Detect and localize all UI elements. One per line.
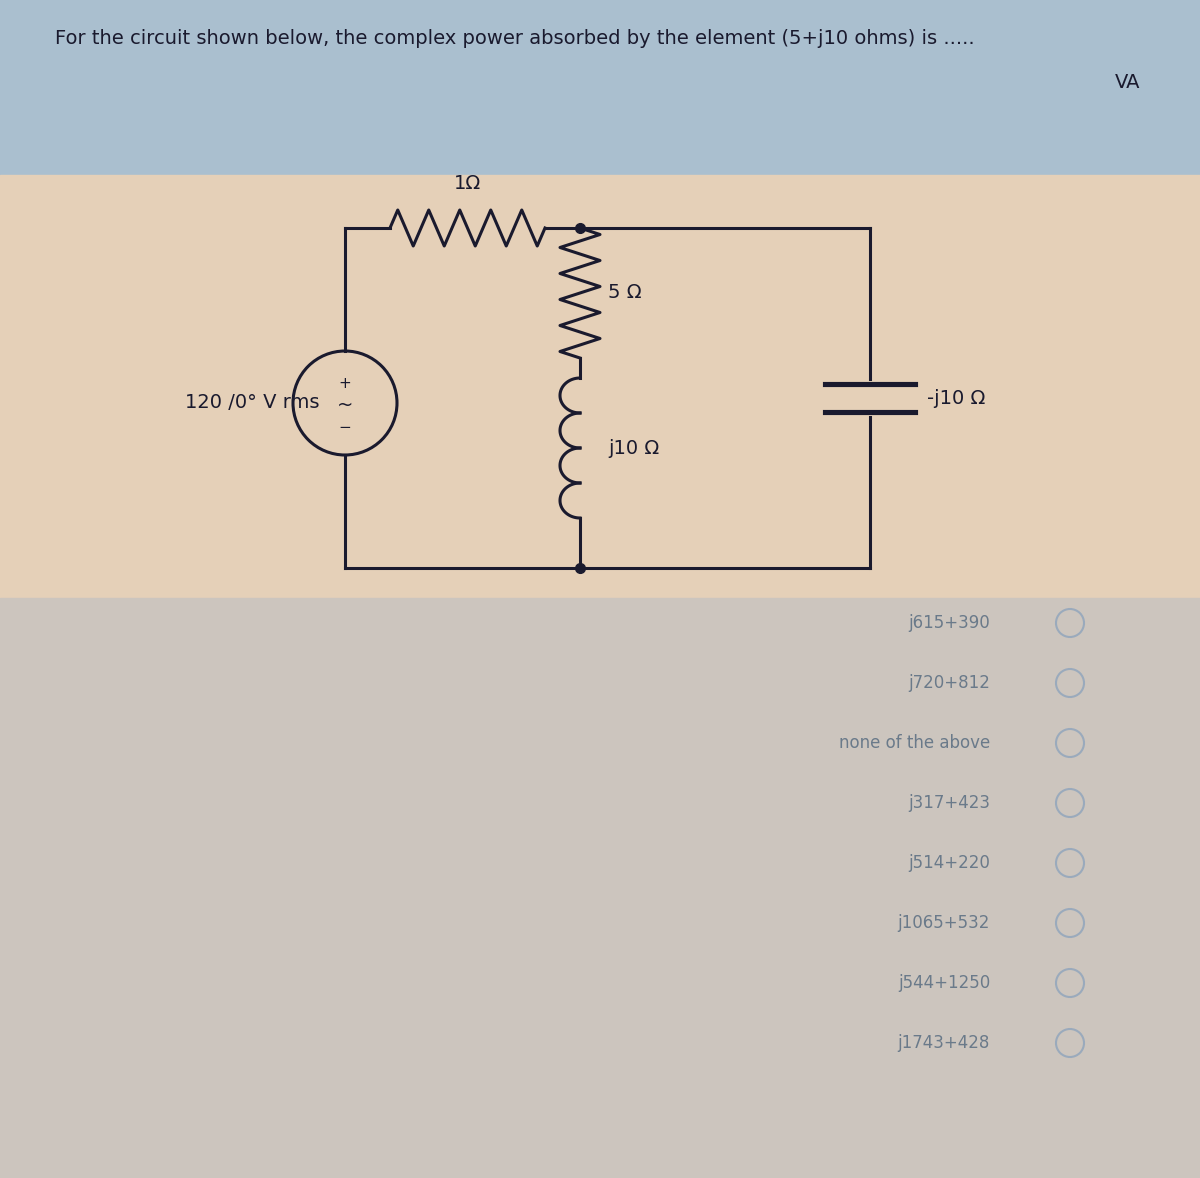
Text: -j10 Ω: -j10 Ω: [928, 389, 985, 408]
Text: j514+220: j514+220: [908, 854, 990, 872]
Text: j720+812: j720+812: [908, 674, 990, 691]
Bar: [0, 0, 1200, 176]
Bar: [0, 176, 1200, 598]
Text: 5 Ω: 5 Ω: [608, 284, 642, 303]
Text: j1065+532: j1065+532: [898, 914, 990, 932]
Text: j317+423: j317+423: [908, 794, 990, 812]
Text: ~: ~: [337, 396, 353, 415]
Text: For the circuit shown below, the complex power absorbed by the element (5+j10 oh: For the circuit shown below, the complex…: [55, 28, 974, 47]
Text: −: −: [338, 419, 352, 435]
Text: j615+390: j615+390: [908, 614, 990, 633]
Text: +: +: [338, 376, 352, 390]
Text: j544+1250: j544+1250: [898, 974, 990, 992]
Text: j10 Ω: j10 Ω: [608, 438, 659, 457]
Text: 1Ω: 1Ω: [454, 174, 481, 193]
Bar: [0, 598, 1200, 1178]
Text: j1743+428: j1743+428: [898, 1034, 990, 1052]
Text: VA: VA: [1115, 73, 1140, 93]
Text: 120 /0° V rms: 120 /0° V rms: [185, 393, 319, 412]
Text: none of the above: none of the above: [839, 734, 990, 752]
